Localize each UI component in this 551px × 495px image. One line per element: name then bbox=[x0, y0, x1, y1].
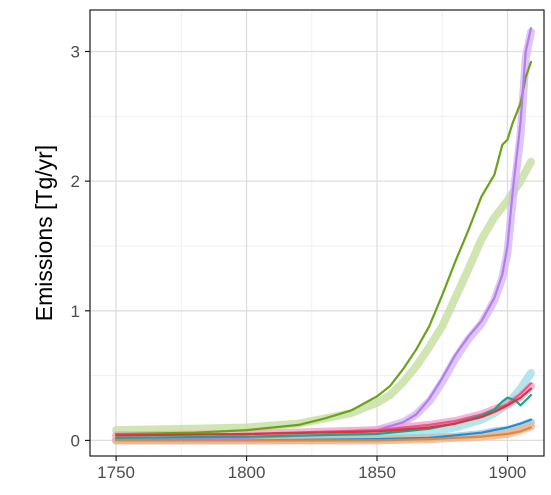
y-tick-label: 3 bbox=[71, 42, 80, 61]
grid-lines bbox=[90, 10, 544, 456]
x-tick-label: 1900 bbox=[489, 463, 527, 482]
axes: 1750 1800 1850 1900 0 1 2 3 bbox=[71, 42, 527, 482]
y-tick-label: 1 bbox=[71, 302, 80, 321]
series-band bbox=[112, 157, 535, 435]
y-tick-label: 0 bbox=[71, 431, 80, 450]
y-axis-title: Emissions [Tg/yr] bbox=[31, 145, 57, 321]
x-tick-label: 1800 bbox=[228, 463, 266, 482]
series-band bbox=[112, 28, 535, 444]
y-tick-label: 2 bbox=[71, 172, 80, 191]
series-line bbox=[115, 426, 533, 442]
series-line bbox=[115, 60, 533, 436]
series-line bbox=[115, 387, 533, 437]
plot-frame bbox=[89, 9, 545, 457]
x-tick-label: 1750 bbox=[97, 463, 135, 482]
x-tick-label: 1850 bbox=[358, 463, 396, 482]
series-line bbox=[115, 27, 533, 441]
series-layer bbox=[112, 27, 535, 445]
